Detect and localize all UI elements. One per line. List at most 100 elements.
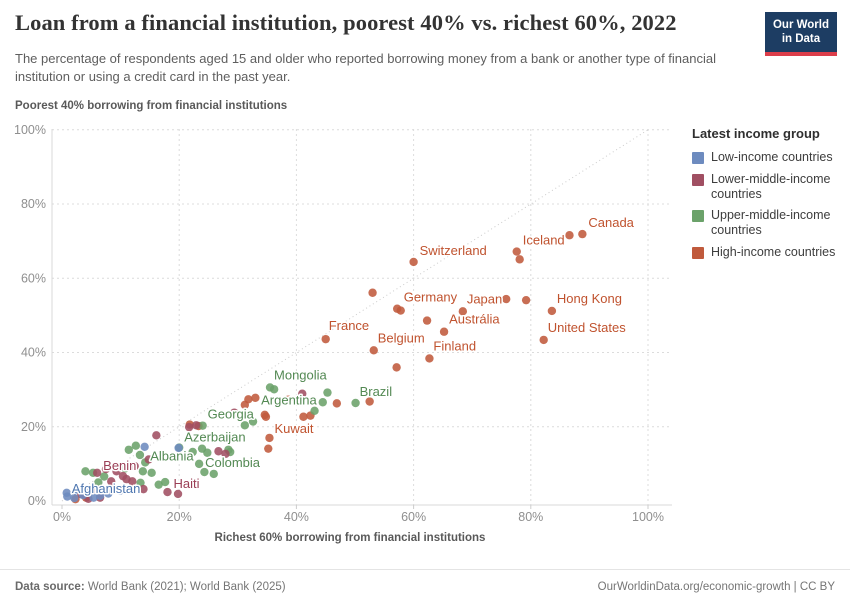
- data-point[interactable]: [200, 467, 209, 477]
- data-point[interactable]: [112, 467, 121, 476]
- data-point[interactable]: [565, 231, 574, 240]
- legend-item[interactable]: Low-income countries: [692, 150, 848, 165]
- data-point[interactable]: [73, 485, 82, 494]
- legend-item[interactable]: High-income countries: [692, 245, 848, 260]
- data-point[interactable]: [194, 459, 204, 469]
- data-point[interactable]: [578, 229, 587, 239]
- data-point[interactable]: [95, 491, 105, 501]
- data-point[interactable]: [135, 450, 145, 460]
- data-point[interactable]: [321, 334, 330, 344]
- data-point[interactable]: [264, 444, 273, 453]
- data-point[interactable]: [240, 421, 250, 430]
- data-point[interactable]: [81, 467, 90, 476]
- data-point[interactable]: [138, 467, 148, 476]
- data-point[interactable]: [130, 461, 139, 471]
- data-point[interactable]: [351, 398, 360, 408]
- data-point[interactable]: [121, 464, 130, 473]
- x-tick-label: 40%: [284, 510, 309, 524]
- x-tick-label: 0%: [53, 510, 71, 524]
- data-point[interactable]: [515, 255, 524, 264]
- data-point[interactable]: [251, 393, 260, 403]
- country-label: Georgia: [208, 407, 255, 422]
- legend-item[interactable]: Upper-middle-income countries: [692, 208, 848, 238]
- chart-subtitle: The percentage of respondents aged 15 an…: [15, 51, 716, 84]
- data-point[interactable]: [369, 346, 378, 355]
- data-point[interactable]: [104, 489, 113, 498]
- data-point[interactable]: [152, 431, 161, 440]
- data-point[interactable]: [128, 477, 137, 486]
- data-point[interactable]: [221, 449, 230, 459]
- data-point[interactable]: [144, 455, 153, 464]
- data-point[interactable]: [191, 421, 201, 430]
- data-point[interactable]: [396, 306, 405, 315]
- data-point[interactable]: [512, 247, 521, 256]
- data-point[interactable]: [539, 335, 548, 345]
- country-label: France: [329, 318, 369, 333]
- data-point[interactable]: [203, 448, 212, 457]
- data-point[interactable]: [521, 295, 531, 305]
- data-point[interactable]: [230, 408, 239, 417]
- data-point[interactable]: [422, 316, 432, 325]
- data-point[interactable]: [458, 307, 468, 316]
- data-point[interactable]: [89, 493, 98, 502]
- y-tick-label: 0%: [28, 494, 46, 508]
- data-point[interactable]: [298, 389, 307, 398]
- data-point[interactable]: [63, 492, 72, 501]
- country-label: Hong Kong: [557, 291, 622, 306]
- data-point[interactable]: [78, 490, 88, 500]
- y-tick-label: 20%: [21, 420, 46, 434]
- data-point[interactable]: [184, 422, 194, 432]
- data-point[interactable]: [365, 397, 374, 406]
- y-tick-label: 60%: [21, 271, 46, 285]
- country-label: Albania: [150, 448, 194, 463]
- data-point[interactable]: [124, 445, 134, 454]
- data-point[interactable]: [409, 257, 418, 267]
- data-point[interactable]: [174, 443, 183, 453]
- data-point[interactable]: [265, 433, 274, 443]
- legend-item[interactable]: Lower-middle-income countries: [692, 172, 848, 202]
- data-point[interactable]: [323, 388, 332, 397]
- data-point[interactable]: [425, 354, 434, 363]
- data-point[interactable]: [547, 306, 557, 316]
- data-source-label: Data source:: [15, 581, 85, 593]
- data-point[interactable]: [318, 398, 327, 407]
- data-point[interactable]: [188, 447, 197, 457]
- legend-swatch: [692, 173, 704, 186]
- owid-logo[interactable]: Our World in Data: [764, 12, 837, 56]
- data-point[interactable]: [139, 484, 148, 494]
- data-point[interactable]: [70, 493, 79, 503]
- data-point[interactable]: [147, 468, 156, 477]
- data-point[interactable]: [131, 441, 141, 450]
- data-point[interactable]: [94, 478, 103, 487]
- owid-link[interactable]: OurWorldinData.org/economic-growth | CC …: [597, 581, 835, 593]
- data-point[interactable]: [154, 480, 163, 489]
- data-point[interactable]: [140, 442, 149, 452]
- data-point[interactable]: [240, 400, 250, 410]
- data-point[interactable]: [261, 412, 271, 421]
- data-point[interactable]: [368, 288, 377, 297]
- data-point[interactable]: [115, 486, 125, 495]
- country-label: Iceland: [523, 233, 565, 248]
- data-point[interactable]: [392, 363, 401, 372]
- data-point[interactable]: [214, 447, 223, 456]
- data-point[interactable]: [310, 406, 319, 415]
- data-point[interactable]: [136, 478, 145, 488]
- data-point[interactable]: [439, 327, 449, 336]
- data-point[interactable]: [283, 395, 293, 404]
- data-point[interactable]: [99, 472, 109, 481]
- y-tick-label: 100%: [14, 123, 46, 137]
- data-point[interactable]: [101, 464, 111, 474]
- data-point[interactable]: [160, 477, 170, 487]
- data-point[interactable]: [501, 294, 511, 304]
- data-point[interactable]: [198, 421, 207, 430]
- data-point[interactable]: [173, 489, 183, 499]
- data-point[interactable]: [92, 485, 101, 494]
- data-point[interactable]: [299, 412, 308, 421]
- data-point[interactable]: [107, 477, 116, 486]
- data-point[interactable]: [163, 487, 172, 497]
- data-point[interactable]: [209, 469, 218, 479]
- data-point[interactable]: [332, 399, 342, 408]
- data-point[interactable]: [92, 468, 102, 477]
- data-point[interactable]: [248, 417, 258, 426]
- data-point[interactable]: [269, 385, 279, 394]
